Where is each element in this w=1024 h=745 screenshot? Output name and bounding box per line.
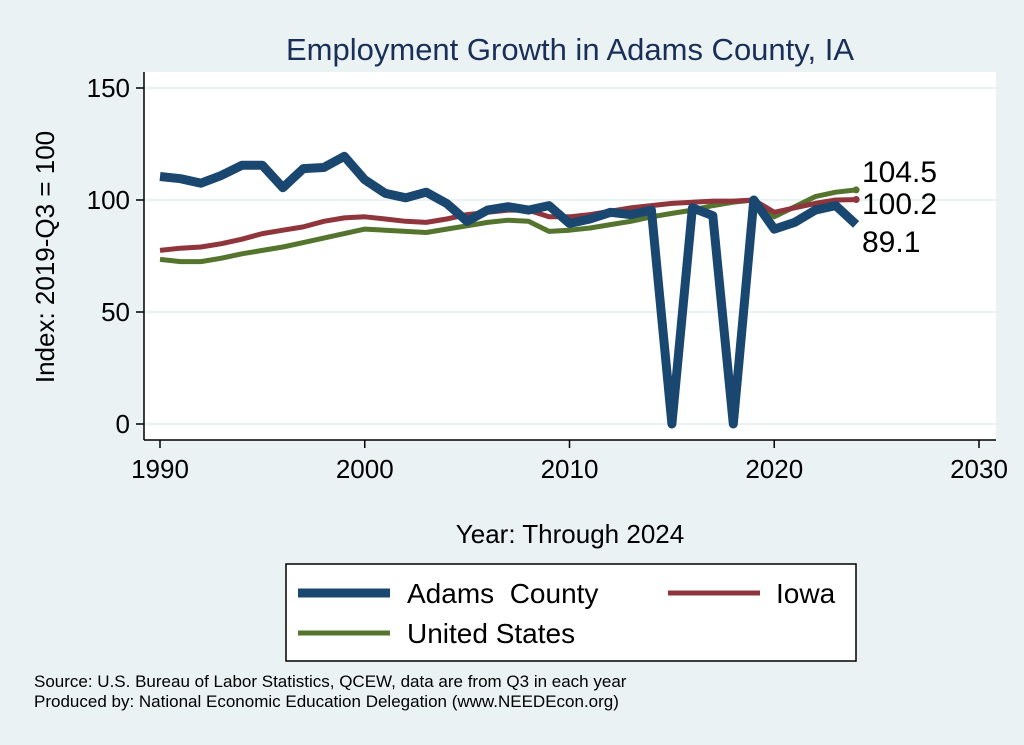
x-tick-label-2030: 2030 xyxy=(950,454,1008,484)
produced-by-note: Produced by: National Economic Education… xyxy=(34,692,619,711)
axes: 0 50 100 150 1990 2000 2010 2020 2030 xyxy=(87,72,1008,484)
y-tick-label-0: 0 xyxy=(116,409,130,439)
plot-area xyxy=(144,72,996,440)
x-tick-label-2020: 2020 xyxy=(745,454,803,484)
legend: Adams County Iowa United States xyxy=(285,563,857,662)
legend-label-adams-county: Adams County xyxy=(407,578,598,609)
end-label-iowa: 100.2 xyxy=(862,188,937,221)
x-tick-label-2000: 2000 xyxy=(336,454,394,484)
legend-box xyxy=(285,563,857,662)
chart-title: Employment Growth in Adams County, IA xyxy=(286,32,854,67)
series-line-adams-county xyxy=(159,151,860,429)
source-note: Source: U.S. Bureau of Labor Statistics,… xyxy=(34,672,627,691)
y-axis-title: Index: 2019-Q3 = 100 xyxy=(30,131,60,383)
end-label-united-states: 104.5 xyxy=(862,156,937,189)
legend-label-united-states: United States xyxy=(407,618,575,649)
y-tick-label-150: 150 xyxy=(87,73,130,103)
legend-label-iowa: Iowa xyxy=(776,578,836,609)
end-label-adams-county: 89.1 xyxy=(862,226,920,259)
end-marker-united-states xyxy=(852,186,860,194)
chart-footer: Source: U.S. Bureau of Labor Statistics,… xyxy=(34,672,626,712)
x-axis-title: Year: Through 2024 xyxy=(456,519,684,549)
x-tick-label-2010: 2010 xyxy=(541,454,599,484)
x-tick-label-1990: 1990 xyxy=(131,454,189,484)
series-lines xyxy=(159,151,860,429)
y-tick-label-50: 50 xyxy=(101,297,130,327)
end-marker-iowa xyxy=(852,196,860,204)
y-tick-label-100: 100 xyxy=(87,185,130,215)
